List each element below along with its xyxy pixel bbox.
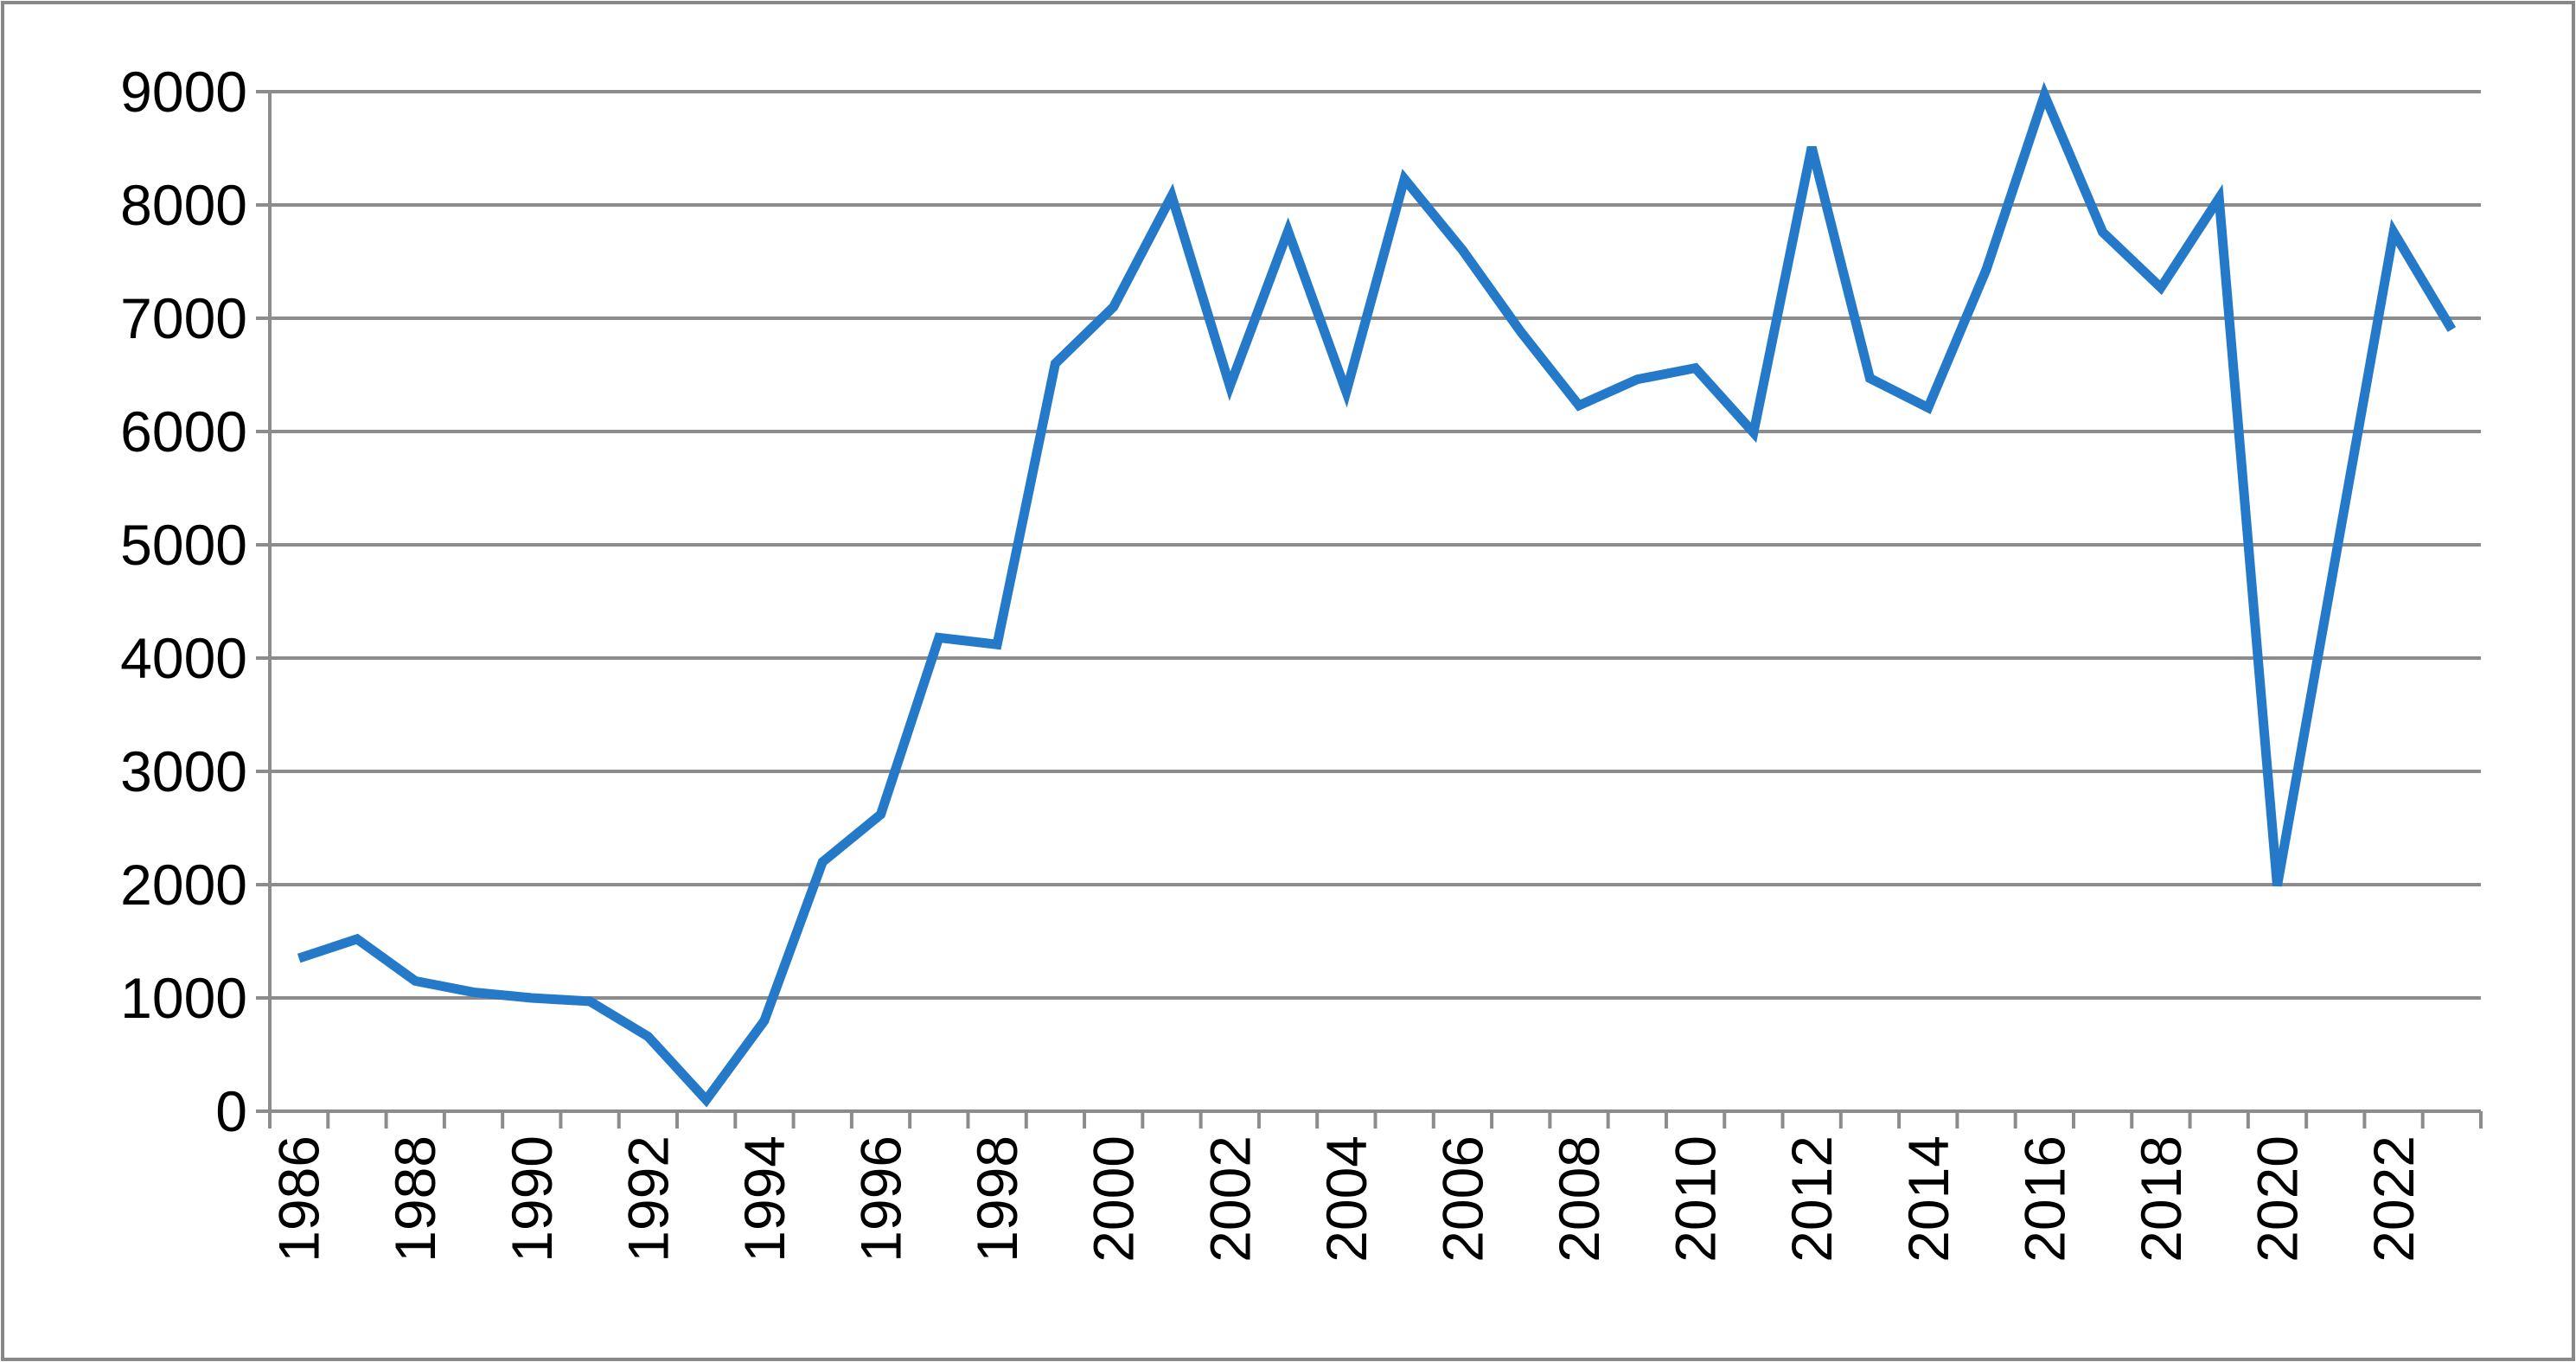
y-tick-label: 1000 [120,966,247,1030]
x-tick-label: 2016 [2012,1135,2076,1263]
x-tick-label: 2020 [2245,1135,2309,1263]
x-tick-label: 2000 [1082,1135,1146,1263]
data-line [297,81,2457,1108]
x-tick-label: 2014 [1896,1135,1960,1263]
x-tick-label: 2010 [1664,1135,1728,1263]
x-tick-label: 2018 [2129,1135,2193,1263]
x-tick-label: 2008 [1547,1135,1611,1263]
y-tick-label: 9000 [120,60,247,124]
x-tick-label: 1996 [849,1135,913,1263]
y-tick-label: 6000 [120,400,247,464]
y-tick-label: 4000 [120,626,247,690]
y-tick-label: 0 [215,1079,247,1143]
x-tick-label: 2006 [1430,1135,1494,1263]
y-tick-label: 8000 [120,173,247,237]
x-tick-label: 1990 [500,1135,564,1263]
x-tick-label: 1992 [616,1135,680,1263]
y-tick-label: 2000 [120,853,247,917]
x-tick-label: 1986 [267,1135,331,1263]
y-tick-label: 3000 [120,739,247,803]
x-tick-label: 1998 [965,1135,1029,1263]
x-tick-label: 2002 [1198,1135,1262,1263]
x-tick-label: 1994 [732,1135,796,1263]
x-tick-label: 2022 [2362,1135,2426,1263]
x-tick-label: 1988 [383,1135,447,1263]
y-tick-label: 5000 [120,513,247,577]
x-tick-label: 2004 [1314,1135,1378,1263]
y-tick-label: 7000 [120,286,247,350]
x-tick-label: 2012 [1780,1135,1844,1263]
